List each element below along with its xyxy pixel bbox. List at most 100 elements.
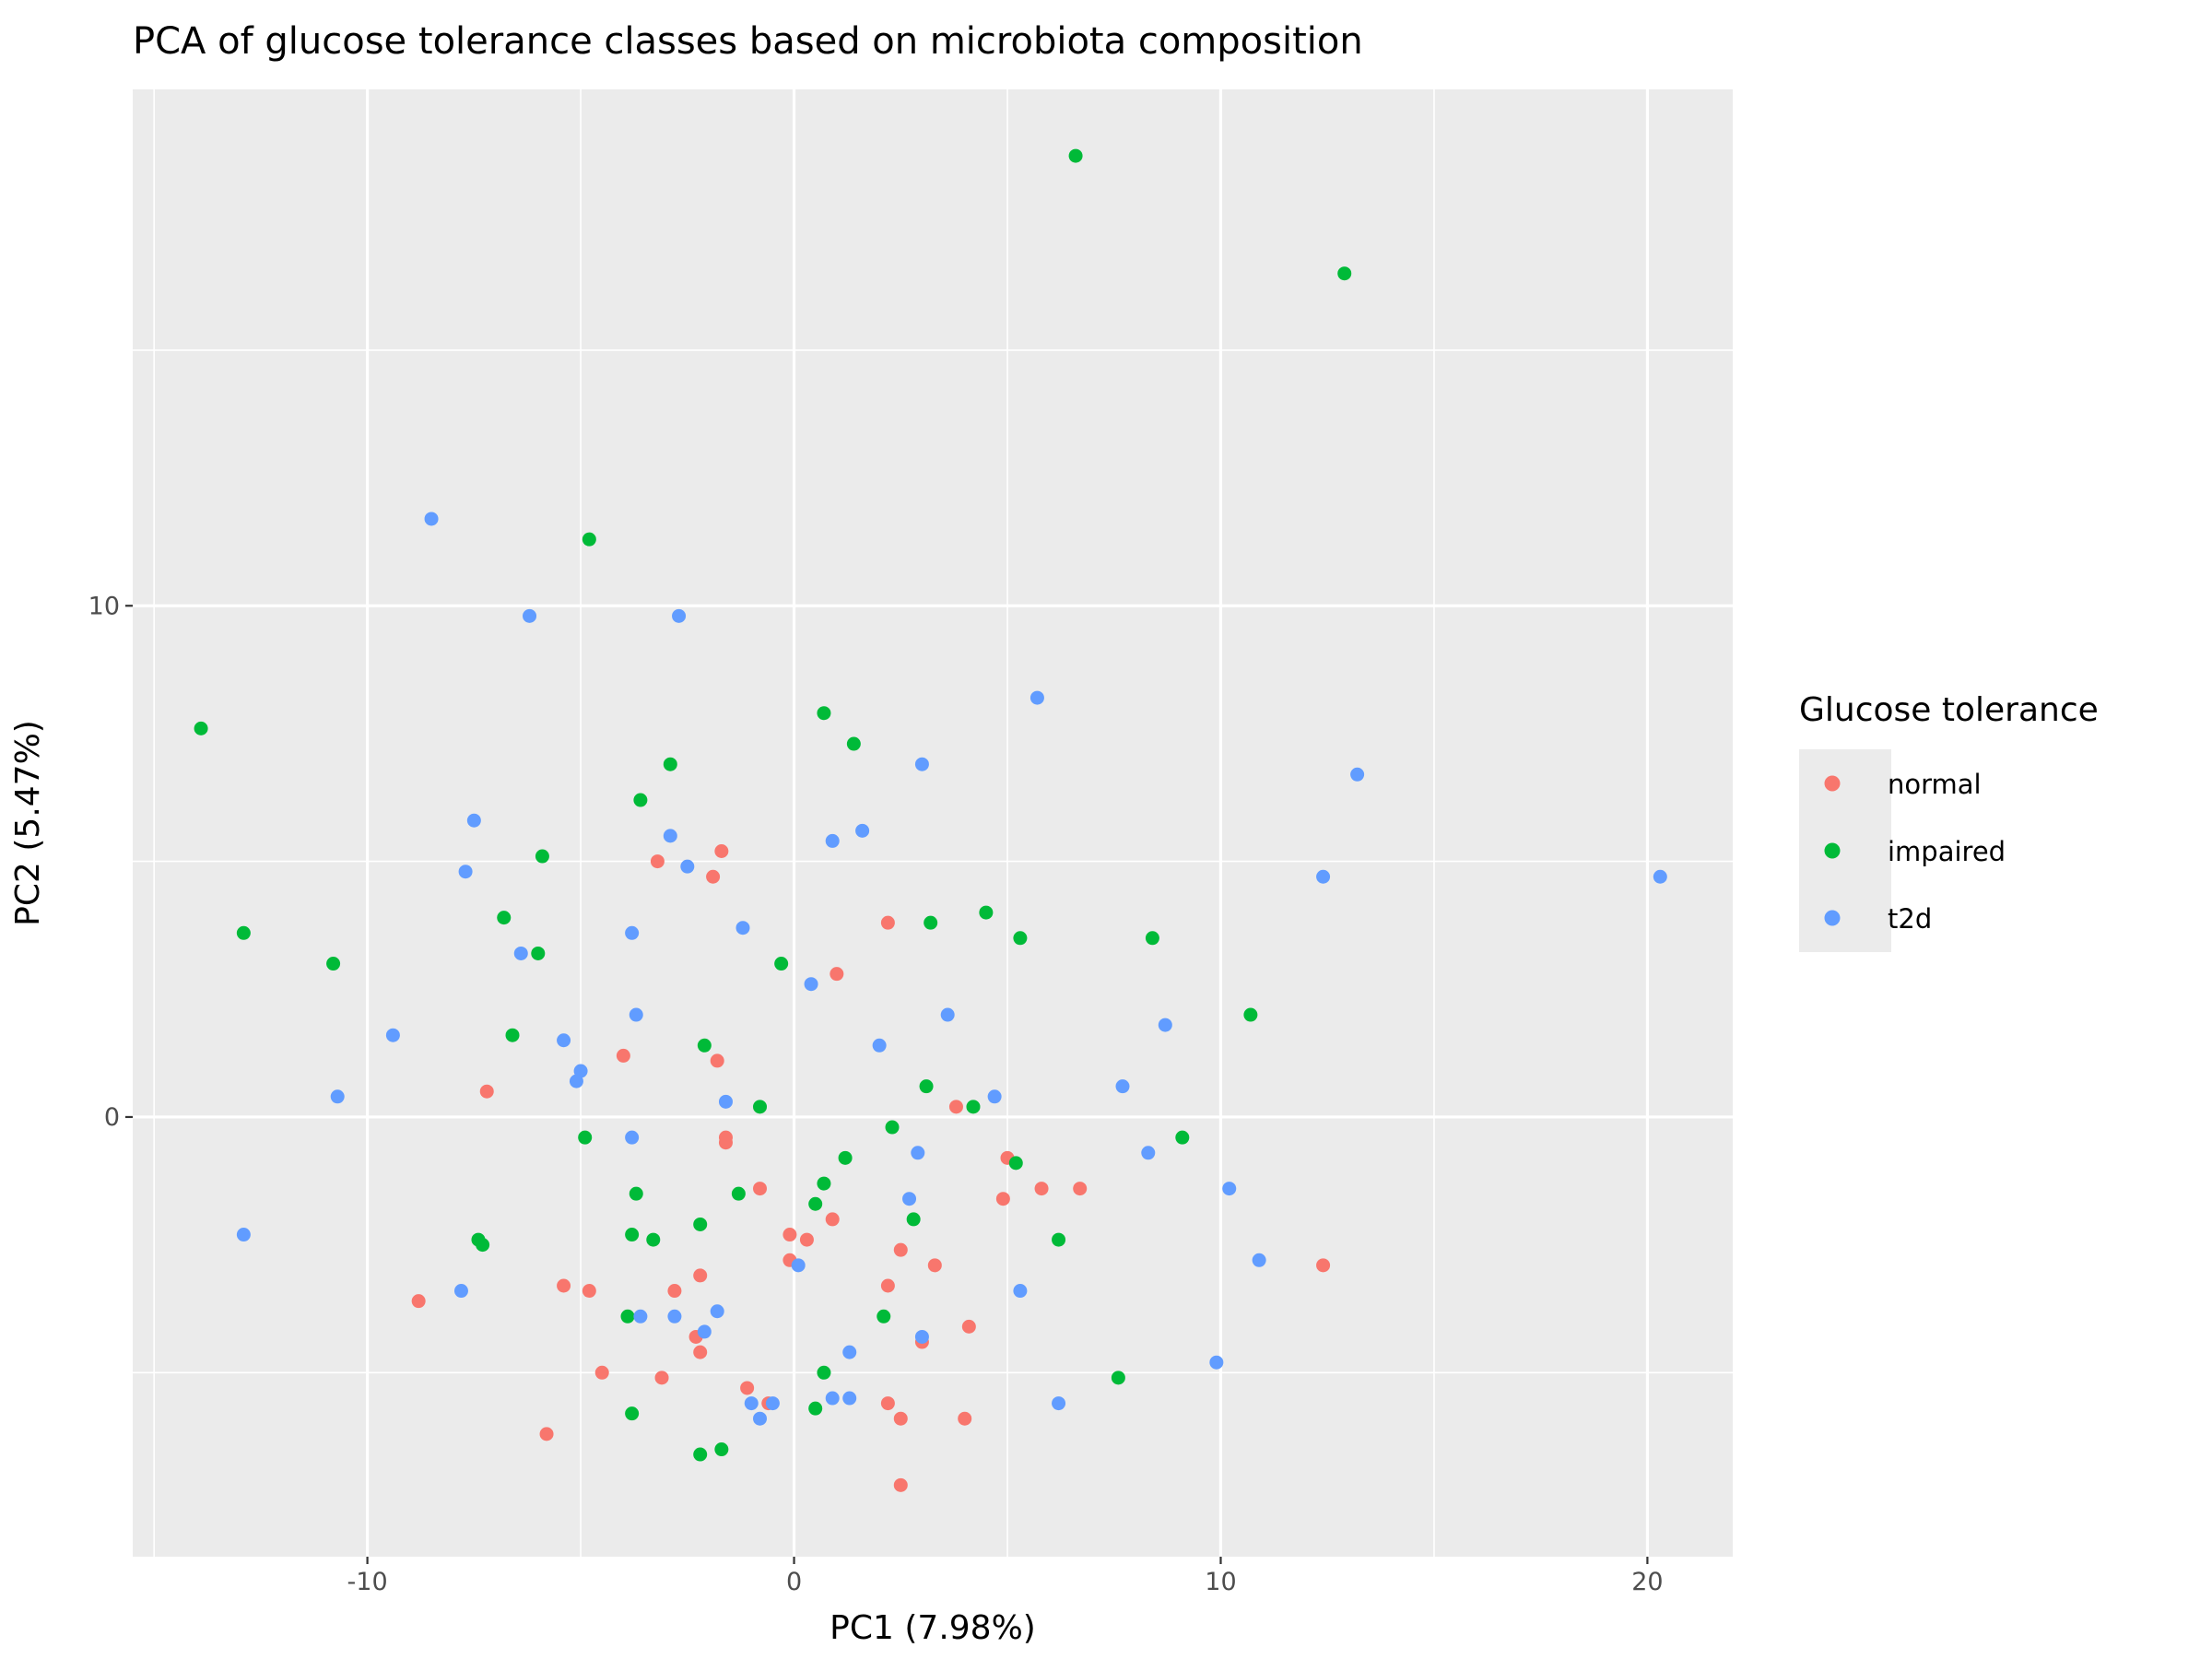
data-point-impaired xyxy=(966,1100,981,1114)
data-point-normal xyxy=(650,854,665,869)
x-tick-label: 20 xyxy=(1631,1568,1663,1596)
data-point-normal xyxy=(1073,1182,1088,1196)
data-point-impaired xyxy=(693,1217,708,1231)
data-point-t2d xyxy=(1209,1355,1224,1370)
data-point-t2d xyxy=(697,1324,712,1339)
data-point-impaired xyxy=(1111,1371,1125,1385)
data-point-t2d xyxy=(987,1089,1002,1104)
data-point-t2d xyxy=(466,813,481,828)
data-point-impaired xyxy=(838,1150,853,1165)
legend-label-normal: normal xyxy=(1888,769,1982,800)
data-point-impaired xyxy=(497,911,512,925)
data-point-normal xyxy=(948,1100,963,1114)
data-point-impaired xyxy=(693,1447,708,1462)
data-point-t2d xyxy=(458,865,473,879)
major-gridlines xyxy=(133,89,1733,1557)
data-point-impaired xyxy=(1175,1130,1190,1145)
data-point-t2d xyxy=(633,1309,648,1324)
y-axis-title: PC2 (5.47%) xyxy=(9,720,47,926)
data-point-t2d xyxy=(914,757,929,771)
data-point-t2d xyxy=(453,1284,468,1299)
data-point-normal xyxy=(830,967,844,982)
data-point-t2d xyxy=(625,925,640,940)
data-point-t2d xyxy=(523,608,537,623)
data-point-normal xyxy=(693,1268,708,1283)
data-point-t2d xyxy=(765,1396,780,1411)
data-point-normal xyxy=(927,1258,942,1273)
data-point-normal xyxy=(557,1278,571,1293)
data-point-t2d xyxy=(513,946,528,960)
data-point-normal xyxy=(958,1411,972,1426)
data-point-t2d xyxy=(753,1411,768,1426)
data-point-normal xyxy=(782,1228,797,1242)
data-point-t2d xyxy=(557,1033,571,1048)
data-point-t2d xyxy=(672,608,687,623)
data-point-t2d xyxy=(872,1038,887,1053)
data-point-impaired xyxy=(578,1130,593,1145)
data-point-normal xyxy=(616,1048,630,1063)
data-point-normal xyxy=(714,844,729,859)
data-point-t2d xyxy=(744,1396,759,1411)
data-point-t2d xyxy=(680,859,695,874)
data-point-normal xyxy=(594,1365,609,1380)
data-point-impaired xyxy=(620,1309,635,1324)
data-point-t2d xyxy=(330,1089,345,1104)
data-point-impaired xyxy=(505,1028,520,1042)
data-point-t2d xyxy=(625,1130,640,1145)
x-tick-label: -10 xyxy=(347,1568,388,1596)
data-point-normal xyxy=(667,1284,682,1299)
data-point-impaired xyxy=(885,1120,900,1135)
data-point-normal xyxy=(753,1182,768,1196)
x-tick-label: 0 xyxy=(786,1568,802,1596)
data-point-impaired xyxy=(817,1176,831,1191)
data-point-t2d xyxy=(914,1329,929,1344)
data-point-t2d xyxy=(1052,1396,1066,1411)
legend: Glucose tolerance normal impaired t2d xyxy=(1799,691,2099,952)
x-axis-title: PC1 (7.98%) xyxy=(830,1609,1036,1647)
data-point-t2d xyxy=(1013,1284,1028,1299)
data-point-normal xyxy=(1034,1182,1049,1196)
data-point-normal xyxy=(825,1212,840,1227)
data-point-impaired xyxy=(924,915,938,930)
data-point-t2d xyxy=(804,977,818,992)
data-point-normal xyxy=(961,1319,976,1334)
data-point-normal xyxy=(893,1242,908,1257)
data-point-t2d xyxy=(855,823,870,838)
data-point-impaired xyxy=(1013,931,1028,946)
minor-gridlines xyxy=(133,89,1733,1557)
x-axis-ticks: -10 0 10 20 xyxy=(347,1557,1664,1596)
data-point-normal xyxy=(693,1345,708,1359)
data-point-t2d xyxy=(1350,767,1365,782)
data-point-impaired xyxy=(731,1186,746,1201)
data-point-t2d xyxy=(718,1094,733,1109)
data-point-normal xyxy=(654,1371,669,1385)
data-point-t2d xyxy=(629,1007,643,1022)
data-point-t2d xyxy=(385,1028,400,1042)
data-point-t2d xyxy=(842,1345,857,1359)
data-point-impaired xyxy=(753,1100,768,1114)
data-point-normal xyxy=(710,1053,724,1068)
data-point-t2d xyxy=(710,1304,724,1319)
data-point-impaired xyxy=(906,1212,921,1227)
data-point-t2d xyxy=(569,1074,583,1088)
data-point-impaired xyxy=(697,1038,712,1053)
data-point-impaired xyxy=(1243,1007,1258,1022)
data-point-impaired xyxy=(236,925,251,940)
data-point-normal xyxy=(582,1284,596,1299)
data-point-t2d xyxy=(902,1192,917,1206)
data-point-t2d xyxy=(940,1007,955,1022)
series-impaired xyxy=(194,148,1352,1462)
data-point-impaired xyxy=(846,736,861,751)
data-points xyxy=(194,148,1667,1492)
data-point-t2d xyxy=(236,1228,251,1242)
data-point-impaired xyxy=(808,1196,823,1211)
data-point-normal xyxy=(539,1427,554,1441)
data-point-impaired xyxy=(1008,1156,1023,1171)
data-point-normal xyxy=(893,1411,908,1426)
series-t2d xyxy=(236,512,1667,1426)
data-point-t2d xyxy=(842,1391,857,1406)
data-point-impaired xyxy=(817,1365,831,1380)
data-point-t2d xyxy=(825,1391,840,1406)
data-point-normal xyxy=(706,869,721,884)
